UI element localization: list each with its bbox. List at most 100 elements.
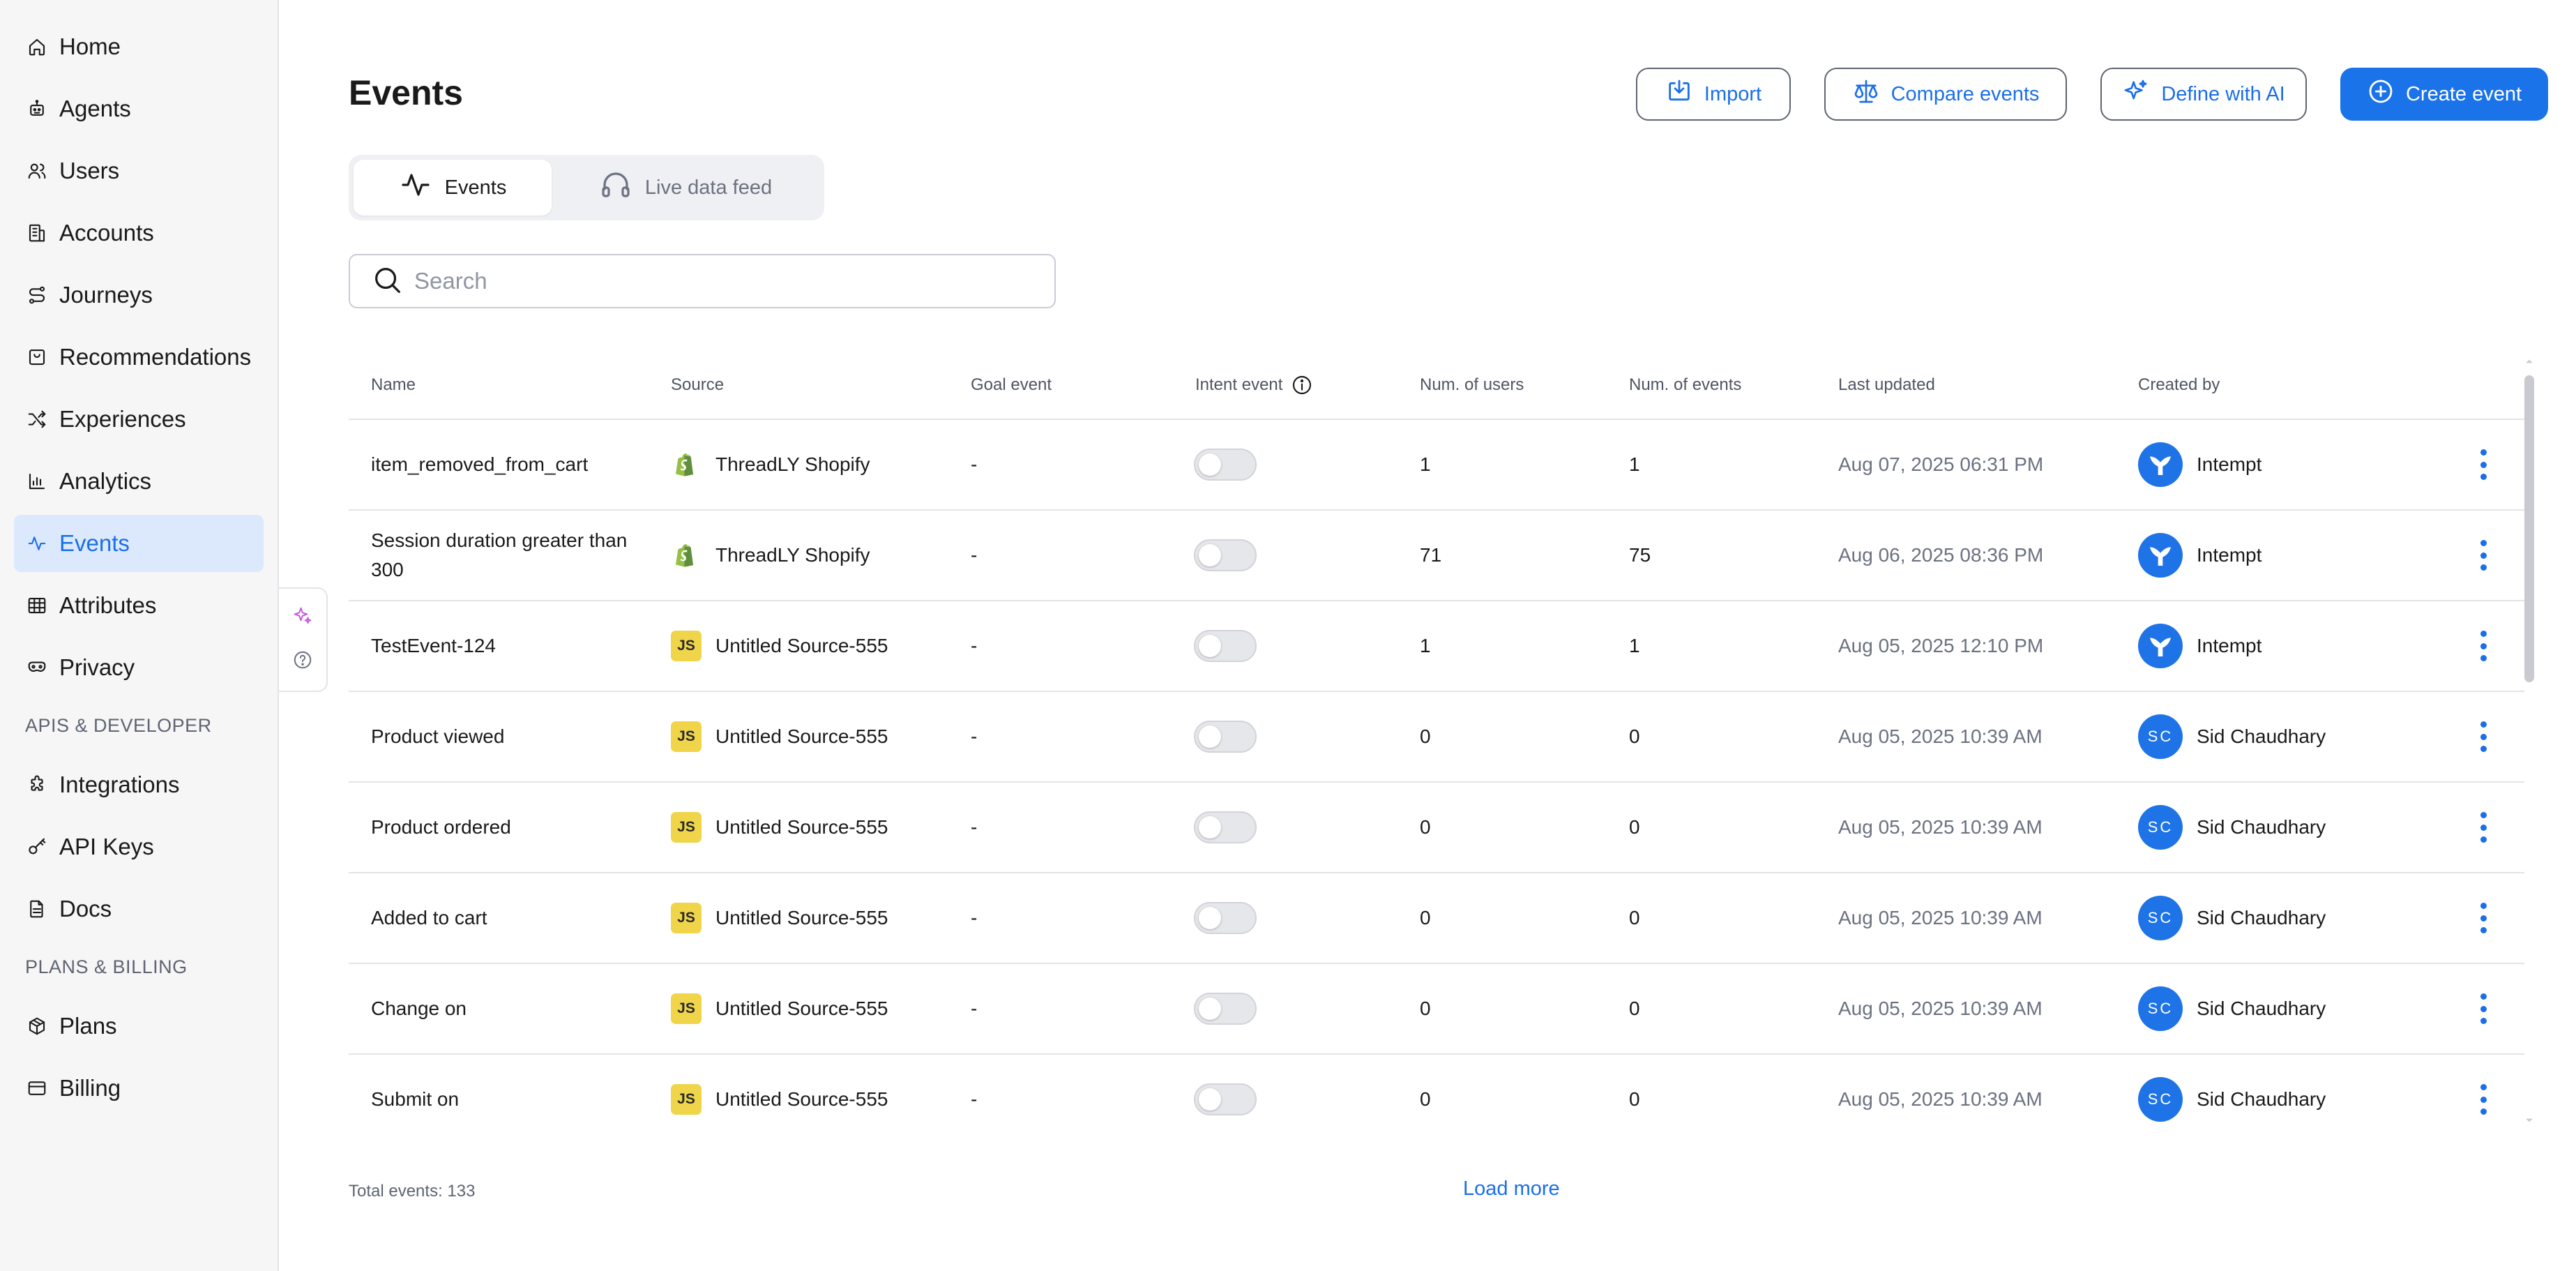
row-actions [2420,1084,2524,1115]
event-name[interactable]: Change on [371,998,467,1019]
sidebar-item-label: API Keys [59,834,154,859]
column-header-source[interactable]: Source [671,375,725,394]
goal-event-value: - [971,453,978,475]
scroll-down-arrow-icon[interactable] [2525,1116,2533,1125]
events-table: Name Source Goal event Intent event Num.… [349,352,2524,1133]
event-name[interactable]: TestEvent-124 [371,635,496,656]
sidebar-item-label: Events [59,530,130,556]
event-source-label: ThreadLY Shopify [715,453,870,475]
goal-event-value: - [971,725,978,747]
intent-event-toggle[interactable] [1194,721,1257,753]
more-vertical-icon[interactable] [2479,993,2487,1024]
table-icon [25,594,49,617]
bot-icon [25,97,49,121]
import-button[interactable]: Import [1636,68,1791,121]
table-row[interactable]: Submit on JS Untitled Source-555 - 0 0 Au… [349,1055,2524,1133]
column-header-goal-event[interactable]: Goal event [971,375,1052,394]
scrollbar-thumb[interactable] [2524,375,2534,682]
intent-event-toggle[interactable] [1194,811,1257,843]
sidebar-item-attributes[interactable]: Attributes [14,577,264,634]
tab-events[interactable]: Events [354,160,552,216]
sidebar-item-recommendations[interactable]: Recommendations [14,329,264,386]
sidebar-item-plans[interactable]: Plans [14,998,264,1055]
event-name[interactable]: Added to cart [371,907,487,928]
intent-event-toggle[interactable] [1194,993,1257,1025]
more-vertical-icon[interactable] [2479,449,2487,480]
row-actions [2420,903,2524,933]
compare-events-button[interactable]: Compare events [1824,68,2067,121]
sidebar-item-accounts[interactable]: Accounts [14,204,264,262]
row-actions [2420,993,2524,1024]
sparkle-icon[interactable] [292,606,313,630]
key-icon [25,835,49,859]
column-header-created-by[interactable]: Created by [2138,375,2220,394]
more-vertical-icon[interactable] [2479,1084,2487,1115]
sidebar-item-billing[interactable]: Billing [14,1060,264,1117]
table-row[interactable]: TestEvent-124 JS Untitled Source-555 - 1 … [349,601,2524,692]
sidebar-item-label: Agents [59,96,131,121]
created-by-name: Intempt [2197,544,2262,566]
javascript-source-icon: JS [671,721,702,752]
more-vertical-icon[interactable] [2479,721,2487,752]
table-row[interactable]: Session duration greater than 300 Thread… [349,511,2524,601]
column-header-intent-event[interactable]: Intent event [1173,374,1397,396]
table-row[interactable]: item_removed_from_cart ThreadLY Shopify … [349,420,2524,511]
help-circle-icon[interactable] [292,649,313,674]
event-name[interactable]: Session duration greater than 300 [371,529,628,580]
event-name[interactable]: Product ordered [371,816,511,838]
sidebar-item-label: Recommendations [59,344,252,370]
created-by: SC Sid Chaudhary [2116,1077,2420,1122]
sidebar-item-label: Integrations [59,772,180,797]
search-input[interactable] [414,268,1042,294]
sidebar-item-journeys[interactable]: Journeys [14,266,264,324]
more-vertical-icon[interactable] [2479,903,2487,933]
tab-live-data-feed[interactable]: Live data feed [552,160,819,216]
document-icon [25,897,49,921]
sidebar-item-api-keys[interactable]: API Keys [14,818,264,875]
column-header-name[interactable]: Name [371,375,416,394]
define-with-ai-label: Define with AI [2161,82,2285,105]
intent-event-toggle[interactable] [1194,1083,1257,1115]
column-header-num-events[interactable]: Num. of events [1629,375,1742,394]
intent-event-cell [1173,811,1397,843]
load-more-link[interactable]: Load more [1463,1178,1560,1200]
intent-event-toggle[interactable] [1194,449,1257,481]
sidebar-item-users[interactable]: Users [14,142,264,200]
sidebar-item-integrations[interactable]: Integrations [14,756,264,813]
more-vertical-icon[interactable] [2479,540,2487,571]
created-by: Intempt [2116,533,2420,578]
table-row[interactable]: Change on JS Untitled Source-555 - 0 0 Au… [349,964,2524,1055]
scroll-up-arrow-icon[interactable] [2525,357,2533,366]
sidebar-item-home[interactable]: Home [14,18,264,75]
activity-icon [25,532,49,555]
num-events-value: 1 [1629,635,1640,656]
column-header-num-users[interactable]: Num. of users [1420,375,1524,394]
table-row[interactable]: Added to cart JS Untitled Source-555 - 0 … [349,873,2524,964]
event-name[interactable]: item_removed_from_cart [371,453,589,475]
sidebar-item-agents[interactable]: Agents [14,80,264,137]
sidebar-item-events[interactable]: Events [14,515,264,572]
goal-event-value: - [971,544,978,566]
table-row[interactable]: Product ordered JS Untitled Source-555 - … [349,783,2524,873]
table-body: item_removed_from_cart ThreadLY Shopify … [349,420,2524,1133]
intent-event-toggle[interactable] [1194,902,1257,934]
sidebar-item-analytics[interactable]: Analytics [14,453,264,510]
sidebar-item-experiences[interactable]: Experiences [14,391,264,448]
table-row[interactable]: Product viewed JS Untitled Source-555 - 0… [349,692,2524,783]
more-vertical-icon[interactable] [2479,812,2487,843]
event-name[interactable]: Submit on [371,1088,460,1110]
view-tabs: Events Live data feed [349,155,824,220]
info-icon[interactable] [1291,374,1313,396]
event-source: ThreadLY Shopify [649,540,948,571]
intent-event-toggle[interactable] [1194,539,1257,571]
create-event-button[interactable]: Create event [2340,68,2548,121]
sidebar-item-docs[interactable]: Docs [14,880,264,938]
column-header-last-updated[interactable]: Last updated [1838,375,1935,394]
intent-event-toggle[interactable] [1194,630,1257,662]
more-vertical-icon[interactable] [2479,631,2487,661]
event-name[interactable]: Product viewed [371,725,505,747]
event-source: JS Untitled Source-555 [649,631,948,661]
num-events-value: 0 [1629,907,1640,928]
define-with-ai-button[interactable]: Define with AI [2100,68,2307,121]
sidebar-item-privacy[interactable]: Privacy [14,639,264,696]
